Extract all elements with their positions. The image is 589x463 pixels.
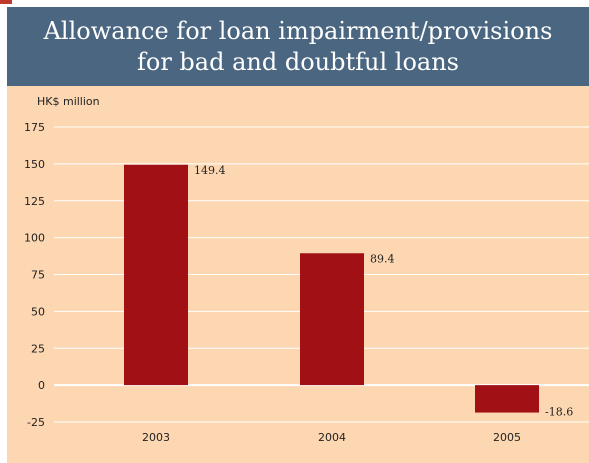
- bar: [300, 253, 364, 386]
- y-tick-label: 50: [31, 305, 45, 318]
- bar-value-label: 89.4: [370, 252, 395, 265]
- y-tick-label: 25: [31, 342, 45, 355]
- x-tick-label: 2004: [318, 431, 346, 444]
- y-tick-label: 125: [24, 195, 45, 208]
- chart-title: Allowance for loan impairment/provisions…: [44, 16, 553, 78]
- y-tick-label: 175: [24, 121, 45, 134]
- chart-svg: 175 150 125 100 75 50 25 0 -25 149.4 2003 89.4 2004 -…: [24, 121, 589, 444]
- y-axis-unit-label: HK$ million: [37, 95, 100, 108]
- chart-title-line-2: for bad and doubtful loans: [137, 47, 459, 76]
- y-tick-label: 75: [31, 269, 45, 282]
- chart-header: Allowance for loan impairment/provisions…: [7, 7, 589, 86]
- y-tick-label: 150: [24, 158, 45, 171]
- x-tick-label: 2003: [142, 431, 170, 444]
- y-tick-label: 0: [38, 379, 45, 392]
- bar: [124, 164, 188, 386]
- plot-area: HK$ million 175 150 125 100 75 50 25 0 -25 149.4 2…: [7, 86, 589, 463]
- bar-value-label: 149.4: [194, 164, 226, 177]
- bar-value-label: -18.6: [545, 406, 573, 419]
- accent-mark: [0, 0, 12, 4]
- y-tick-label: 100: [24, 232, 45, 245]
- x-tick-label: 2005: [493, 431, 521, 444]
- chart-title-line-1: Allowance for loan impairment/provisions: [43, 16, 553, 45]
- y-tick-label: -25: [27, 416, 45, 429]
- bar: [475, 385, 539, 413]
